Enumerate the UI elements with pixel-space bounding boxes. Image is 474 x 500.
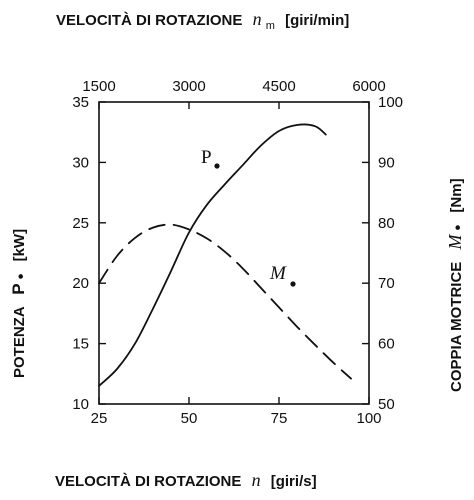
y-right-tick-label: 60 xyxy=(378,336,395,353)
top-axis-title: VELOCITÀ DI ROTAZIONE n m [giri/min] xyxy=(56,9,349,33)
y-left-tick-label: 35 xyxy=(72,94,89,111)
x-top-tick-label: 1500 xyxy=(82,78,115,95)
y-left-tick-label: 15 xyxy=(72,336,89,353)
x-tick-label: 100 xyxy=(356,410,381,427)
y-right-tick-label: 80 xyxy=(378,215,395,232)
y-left-tick-label: 20 xyxy=(72,275,89,292)
series-label-p-dot xyxy=(214,163,220,169)
x-tick-label: 25 xyxy=(91,410,108,427)
series-lines xyxy=(98,123,352,387)
x-top-tick-label: 6000 xyxy=(352,78,385,95)
series-label-m: M xyxy=(269,263,287,284)
y-right-tick-label: 90 xyxy=(378,154,395,171)
y-left-tick-label: 30 xyxy=(72,154,89,171)
x-top-tick-label: 3000 xyxy=(172,78,205,95)
axis-ticks: 25 50 75 100 1500 3000 4500 6000 10 15 20 25 30 35 50 6… xyxy=(72,78,403,427)
y-right-tick-label: 70 xyxy=(378,275,395,292)
x-tick-label: 75 xyxy=(271,410,288,427)
y-right-tick-label: 50 xyxy=(378,396,395,413)
series-line-p xyxy=(98,123,327,387)
plot-frame xyxy=(98,101,370,405)
y-right-axis-title: COPPIA MOTRICE M • [Nm] xyxy=(445,178,467,392)
y-left-tick-label: 10 xyxy=(72,396,89,413)
x-tick-label: 50 xyxy=(181,410,198,427)
y-right-tick-label: 100 xyxy=(378,94,403,111)
series-label-p: P xyxy=(201,147,212,168)
x-axis-title: VELOCITÀ DI ROTAZIONE n [giri/s] xyxy=(55,470,317,490)
x-top-tick-label: 4500 xyxy=(262,78,295,95)
series-label-m-dot xyxy=(290,281,296,287)
y-left-tick-label: 25 xyxy=(72,215,89,232)
y-left-axis-title: POTENZA P • [kW] xyxy=(9,229,30,378)
series-line-m xyxy=(98,223,352,380)
